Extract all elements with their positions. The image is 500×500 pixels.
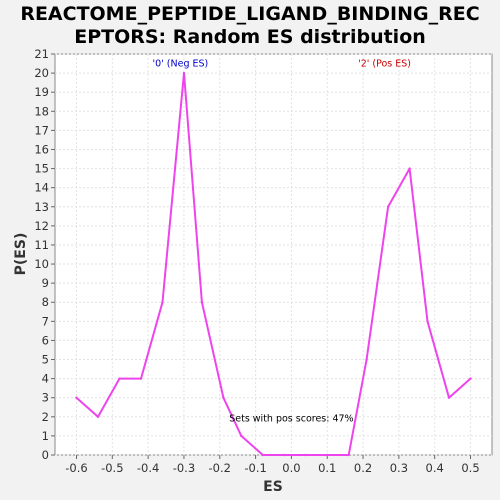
grid bbox=[55, 53, 492, 456]
y-axis-label: P(ES) bbox=[13, 233, 29, 276]
annotation-label: '2' (Pos ES) bbox=[358, 59, 411, 70]
data-point bbox=[304, 453, 307, 457]
y-tick-label: 10 bbox=[34, 257, 49, 271]
series-line bbox=[75, 72, 472, 456]
data-point bbox=[426, 320, 429, 323]
data-point bbox=[469, 377, 472, 380]
chart-title-line-2: EPTORS: Random ES distribution bbox=[74, 26, 426, 48]
data-point bbox=[200, 301, 204, 304]
annotations: '0' (Neg ES) '2' (Pos ES) Sets with pos sc… bbox=[153, 59, 411, 425]
y-tick-label: 20 bbox=[34, 66, 49, 80]
x-tick-label: -0.2 bbox=[209, 461, 231, 475]
data-point bbox=[347, 453, 350, 457]
data-point bbox=[386, 205, 390, 208]
y-tick-label: 0 bbox=[42, 448, 49, 462]
x-tick-label: 0.4 bbox=[426, 461, 444, 475]
annotation-label: Sets with pos scores: 47% bbox=[229, 414, 353, 425]
data-point bbox=[326, 453, 329, 457]
y-tick-label: 16 bbox=[34, 142, 49, 156]
y-tick-label: 2 bbox=[42, 410, 49, 424]
data-point bbox=[240, 434, 243, 438]
y-tick-label: 21 bbox=[34, 47, 49, 61]
y-tick-label: 3 bbox=[42, 391, 49, 405]
data-point bbox=[118, 377, 121, 380]
x-tick-label: -0.3 bbox=[173, 461, 195, 475]
plot-area bbox=[54, 53, 493, 456]
data-point bbox=[365, 358, 368, 361]
y-tick-label: 7 bbox=[42, 314, 49, 328]
x-axis-ticks: -0.6 -0.5 -0.4 -0.3 -0.2 -0.1 0.0 0.1 0.2 0.3 0.4 0… bbox=[65, 455, 480, 475]
x-tick-label: 0.5 bbox=[461, 461, 479, 475]
data-point bbox=[75, 396, 78, 399]
data-point bbox=[447, 396, 451, 399]
data-point bbox=[139, 377, 143, 380]
annotation-label: '0' (Neg ES) bbox=[153, 59, 209, 70]
y-tick-label: 6 bbox=[42, 333, 49, 347]
data-point bbox=[222, 396, 225, 399]
x-axis-label: ES bbox=[263, 479, 283, 495]
y-tick-label: 11 bbox=[34, 238, 49, 252]
y-tick-label: 5 bbox=[42, 353, 49, 367]
y-tick-label: 12 bbox=[34, 219, 49, 233]
y-tick-label: 4 bbox=[42, 372, 49, 386]
y-tick-label: 8 bbox=[42, 295, 49, 309]
y-tick-label: 15 bbox=[34, 162, 49, 176]
y-tick-label: 19 bbox=[34, 85, 49, 99]
data-point bbox=[283, 453, 286, 457]
x-tick-label: -0.4 bbox=[137, 461, 159, 475]
data-point bbox=[161, 301, 164, 304]
data-point bbox=[182, 71, 186, 75]
data-point bbox=[408, 167, 411, 170]
y-tick-label: 1 bbox=[42, 429, 49, 443]
x-tick-label: -0.1 bbox=[244, 461, 266, 475]
x-tick-label: -0.5 bbox=[101, 461, 123, 475]
y-tick-label: 18 bbox=[34, 104, 49, 118]
chart-title-line-1: REACTOME_PEPTIDE_LIGAND_BINDING_REC bbox=[20, 3, 479, 25]
x-tick-label: 0.1 bbox=[318, 461, 336, 475]
data-point bbox=[261, 453, 264, 457]
y-tick-label: 14 bbox=[34, 181, 49, 195]
x-tick-label: 0.3 bbox=[390, 461, 408, 475]
x-tick-label: 0.0 bbox=[282, 461, 300, 475]
x-tick-label: 0.2 bbox=[354, 461, 372, 475]
y-tick-label: 13 bbox=[34, 200, 49, 214]
y-tick-label: 9 bbox=[42, 276, 49, 290]
data-point bbox=[96, 415, 100, 419]
x-tick-label: -0.6 bbox=[65, 461, 87, 475]
series-layer bbox=[75, 71, 472, 457]
y-tick-label: 17 bbox=[34, 123, 49, 137]
